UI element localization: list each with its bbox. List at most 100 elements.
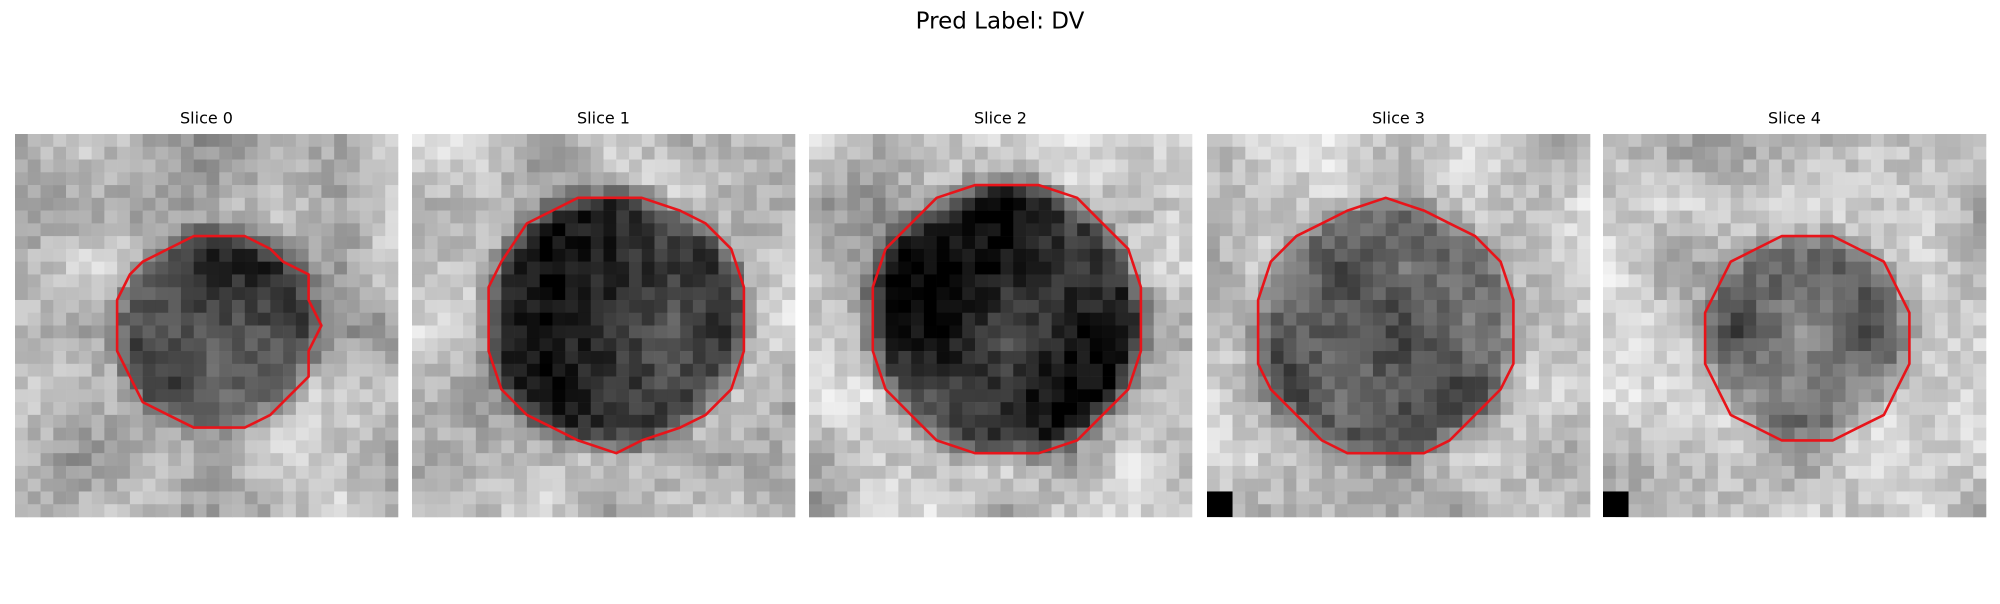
pixel xyxy=(1705,325,1719,339)
pixel xyxy=(1551,325,1565,339)
pixel xyxy=(437,338,451,352)
pixel xyxy=(1026,325,1040,339)
pixel xyxy=(898,363,912,377)
pixel xyxy=(1385,414,1399,428)
pixel xyxy=(488,440,502,454)
pixel xyxy=(1128,146,1142,160)
pixel xyxy=(809,261,823,275)
pixel xyxy=(1577,197,1591,211)
pixel xyxy=(1000,236,1014,250)
pixel xyxy=(27,491,41,505)
pixel xyxy=(731,299,745,314)
pixel xyxy=(1475,363,1489,377)
pixel xyxy=(1026,185,1040,199)
pixel xyxy=(283,402,297,416)
pixel xyxy=(1270,172,1284,186)
pixel xyxy=(1730,504,1744,518)
pixel xyxy=(731,338,745,352)
pixel xyxy=(27,376,41,390)
pixel xyxy=(1960,504,1974,518)
pixel xyxy=(936,363,950,377)
pixel xyxy=(1475,453,1489,467)
pixel xyxy=(872,325,886,339)
pixel xyxy=(1372,351,1387,365)
pixel xyxy=(1603,134,1617,148)
pixel xyxy=(1026,210,1040,224)
pixel xyxy=(372,478,386,492)
pixel xyxy=(1871,338,1885,352)
pixel xyxy=(923,159,937,173)
pixel xyxy=(1871,325,1885,339)
pixel xyxy=(1513,312,1527,326)
pixel xyxy=(463,248,477,262)
pixel xyxy=(911,465,925,479)
pixel xyxy=(1679,453,1693,467)
pixel xyxy=(1947,351,1961,365)
pixel xyxy=(1258,491,1272,505)
pixel xyxy=(437,414,451,428)
pixel xyxy=(334,465,348,479)
pixel xyxy=(1153,465,1167,479)
pixel xyxy=(603,491,617,505)
pixel xyxy=(1026,440,1040,454)
pixel xyxy=(1179,287,1193,301)
pixel xyxy=(756,351,770,365)
pixel xyxy=(1347,491,1361,505)
pixel xyxy=(1296,491,1310,505)
pixel xyxy=(1666,197,1680,211)
pixel xyxy=(1013,274,1027,288)
pixel xyxy=(1411,287,1425,301)
pixel xyxy=(872,453,886,467)
pixel xyxy=(283,338,297,352)
pixel xyxy=(1013,197,1027,211)
pixel xyxy=(334,134,348,148)
pixel xyxy=(731,197,745,211)
pixel xyxy=(244,299,258,314)
pixel xyxy=(1179,172,1193,186)
pixel xyxy=(1232,223,1246,237)
pixel xyxy=(923,261,937,275)
pixel xyxy=(1858,325,1872,339)
pixel xyxy=(1449,172,1463,186)
pixel xyxy=(1140,248,1154,262)
pixel xyxy=(1679,287,1693,301)
pixel xyxy=(616,325,630,339)
pixel xyxy=(1398,261,1412,275)
pixel xyxy=(193,402,207,416)
pixel xyxy=(1347,274,1361,288)
pixel xyxy=(1449,299,1463,314)
pixel xyxy=(565,223,579,237)
pixel xyxy=(1179,389,1193,403)
pixel xyxy=(847,440,861,454)
pixel xyxy=(1896,248,1910,262)
pixel xyxy=(1615,376,1629,390)
pixel xyxy=(308,376,322,390)
pixel xyxy=(1347,478,1361,492)
pixel xyxy=(1756,210,1770,224)
pixel xyxy=(847,210,861,224)
pixel xyxy=(359,351,373,365)
pixel xyxy=(1166,223,1180,237)
pixel xyxy=(1922,427,1936,441)
pixel xyxy=(168,363,182,377)
pixel xyxy=(718,351,732,365)
pixel xyxy=(756,325,770,339)
pixel xyxy=(346,427,360,441)
pixel xyxy=(334,159,348,173)
pixel xyxy=(53,299,67,314)
pixel xyxy=(104,248,118,262)
pixel xyxy=(1845,274,1859,288)
pixel xyxy=(475,376,489,390)
pixel xyxy=(782,465,796,479)
pixel xyxy=(987,146,1001,160)
pixel xyxy=(1347,312,1361,326)
pixel xyxy=(1475,210,1489,224)
pixel xyxy=(232,146,246,160)
pixel xyxy=(1577,299,1591,314)
pixel xyxy=(1051,236,1065,250)
pixel xyxy=(1615,363,1629,377)
pixel xyxy=(565,427,579,441)
pixel xyxy=(283,504,297,518)
pixel xyxy=(334,185,348,199)
pixel xyxy=(1321,453,1335,467)
